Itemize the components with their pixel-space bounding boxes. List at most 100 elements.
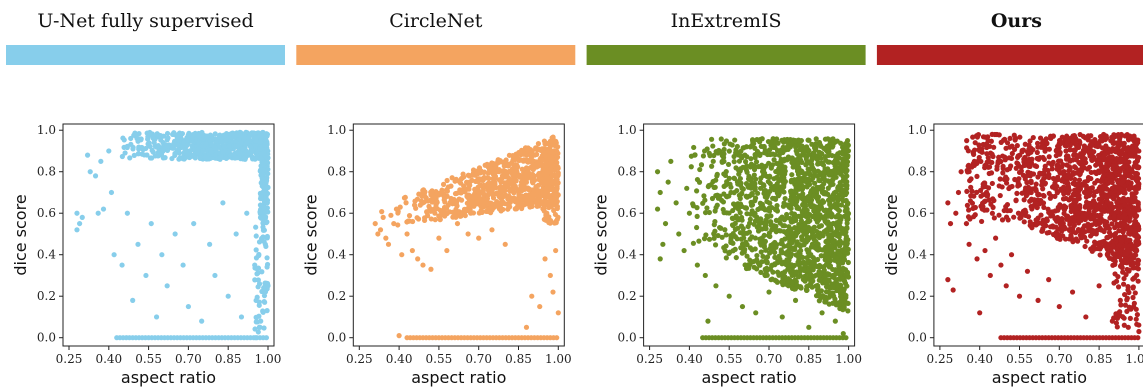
scatter-point (409, 247, 415, 254)
scatter-point (553, 188, 559, 194)
scatter-point (762, 194, 768, 200)
scatter-point (738, 236, 744, 242)
scatter-point (1091, 239, 1098, 245)
scatter-point (739, 303, 746, 310)
scatter-point (1041, 193, 1047, 199)
scatter-point (743, 181, 750, 187)
scatter-point (264, 235, 270, 241)
scatter-point (262, 289, 269, 295)
x-tick-label: 1.00 (835, 352, 862, 366)
scatter-point (148, 220, 154, 227)
scatter-point (657, 189, 663, 196)
scatter-point (746, 229, 753, 235)
scatter-point (1102, 203, 1108, 209)
scatter-point (766, 289, 772, 295)
scatter-point (702, 272, 708, 279)
scatter-point (443, 205, 450, 211)
scatter-point (491, 179, 497, 185)
scatter-point (789, 172, 795, 178)
scatter-point (1107, 174, 1113, 180)
scatter-point (745, 265, 751, 271)
scatter-point (174, 142, 181, 148)
scatter-point (431, 196, 437, 202)
scatter-point (87, 169, 93, 175)
scatter-point (1135, 165, 1141, 171)
scatter-point (550, 134, 556, 140)
scatter-point (261, 204, 267, 211)
scatter-point (514, 204, 520, 211)
scatter-point (844, 283, 850, 289)
scatter-point (244, 139, 250, 146)
scatter-point (737, 195, 743, 202)
scatter-point (547, 156, 553, 162)
scatter-point (835, 160, 841, 166)
scatter-point (130, 297, 136, 303)
scatter-point (1070, 237, 1076, 243)
scatter-point (199, 318, 205, 324)
scatter-point (844, 225, 850, 232)
scatter-point (721, 146, 727, 153)
scatter-point (788, 177, 795, 183)
scatter-point (749, 190, 755, 197)
scatter-point (172, 150, 178, 157)
scatter-point (191, 220, 197, 227)
scatter-point (826, 264, 832, 270)
scatter-point (383, 235, 389, 241)
scatter-point (811, 193, 817, 199)
scatter-point (533, 145, 539, 151)
scatter-point (483, 197, 489, 204)
scatter-point (405, 218, 411, 224)
scatter-point (688, 164, 694, 170)
scatter-point (131, 152, 137, 158)
scatter-point (130, 146, 136, 152)
scatter-point (164, 130, 171, 137)
scatter-point (840, 187, 846, 193)
scatter-point (738, 245, 744, 251)
scatter-point (815, 198, 821, 204)
scatter-point (216, 133, 223, 140)
scatter-point (261, 298, 267, 305)
scatter-point (1023, 209, 1029, 215)
scatter-point (809, 233, 815, 239)
scatter-point (464, 200, 470, 206)
x-tick-label: 0.85 (215, 352, 242, 366)
scatter-point (834, 233, 840, 239)
scatter-point (785, 258, 791, 265)
scatter-point (454, 220, 461, 227)
scatter-point (1089, 185, 1095, 191)
scatter-point (716, 147, 722, 154)
scatter-point (124, 210, 130, 216)
scatter-point (527, 204, 533, 210)
scatter-point (424, 209, 430, 215)
scatter-point (499, 198, 505, 204)
scatter-point (985, 138, 991, 144)
scatter-point (829, 211, 835, 217)
scatter-point (396, 333, 402, 339)
scatter-point (1068, 208, 1074, 215)
scatter-point (839, 287, 845, 293)
x-tick-label: 0.70 (465, 352, 492, 366)
scatter-point (815, 210, 821, 216)
scatter-point (840, 159, 846, 165)
scatter-point (1133, 198, 1139, 205)
scatter-point (465, 194, 471, 200)
scatter-point (169, 145, 176, 151)
scatter-point (825, 185, 831, 191)
scatter-point (100, 206, 107, 212)
scatter-point (195, 147, 201, 153)
scatter-point (726, 293, 732, 299)
scatter-point (160, 147, 166, 153)
scatter-point (748, 156, 754, 162)
scatter-point (814, 219, 820, 225)
scatter-point (1067, 147, 1073, 153)
scatter-point (705, 318, 711, 324)
scatter-point (830, 181, 836, 187)
scatter-point (1043, 218, 1049, 224)
scatter-point (706, 150, 712, 156)
scatter-point (534, 151, 540, 157)
scatter-point (1119, 148, 1125, 154)
scatter-point (796, 274, 802, 280)
scatter-point (728, 239, 734, 245)
scatter-point (1115, 223, 1121, 229)
